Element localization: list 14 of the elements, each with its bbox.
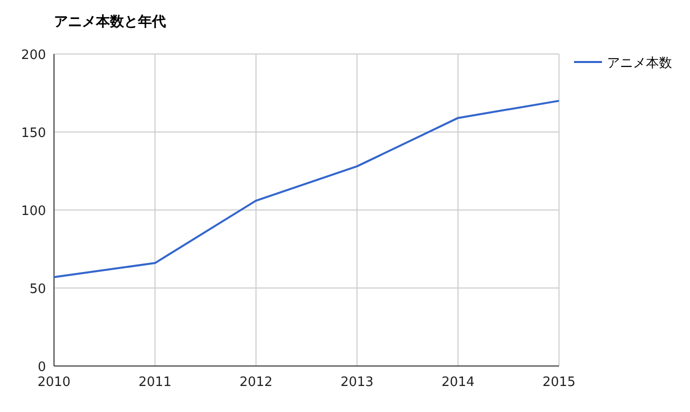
x-tick-label: 2011: [138, 375, 172, 390]
y-tick-label: 200: [21, 48, 46, 63]
x-tick-label: 2015: [542, 375, 576, 390]
legend-label: アニメ本数: [607, 56, 672, 71]
y-tick-label: 0: [38, 360, 46, 375]
x-tick-label: 2014: [441, 375, 475, 390]
line-series: [53, 100, 560, 278]
chart-title: アニメ本数と年代: [54, 14, 166, 30]
y-tick-label: 100: [21, 204, 46, 219]
y-tick-label: 50: [29, 282, 46, 297]
x-tick-label: 2010: [37, 375, 71, 390]
x-tick-label: 2012: [239, 375, 273, 390]
x-tick-label: 2013: [340, 375, 374, 390]
y-tick-label: 150: [21, 126, 46, 141]
